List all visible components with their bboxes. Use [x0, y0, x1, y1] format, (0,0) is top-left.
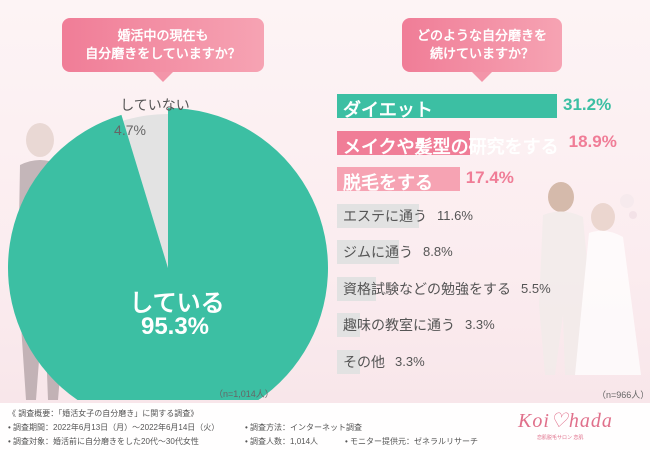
bar-value-label: 5.5%	[521, 280, 551, 296]
question-right-text: どのような自分磨きを 続けていますか？	[416, 29, 547, 62]
bar-category-label: ジムに通う	[343, 244, 413, 260]
bar-category-label: メイクや髪型の研究をする	[343, 136, 559, 157]
slice-label-no: していない	[120, 97, 190, 113]
brand-logo: Koi♡hada	[518, 410, 613, 432]
bar-category-label: 趣味の教室に通う	[343, 317, 455, 333]
bar-category-label: 脱毛をする	[343, 173, 433, 193]
survey-method: • 調査方法：インターネット調査	[245, 423, 363, 432]
sample-size-right: （n=966人）	[597, 390, 650, 400]
sample-size-left: （n=1,014人）	[214, 389, 274, 399]
slice-value-yes: 95.3%	[140, 313, 210, 340]
bar-value-label: 3.3%	[395, 353, 425, 369]
couple-illustration-right	[539, 182, 641, 375]
bar-category-label: 資格試験などの勉強をする	[343, 280, 511, 297]
bar	[337, 167, 460, 191]
bar-category-label: その他	[343, 353, 385, 370]
bar-value-label: 11.6%	[437, 207, 473, 223]
bar	[337, 313, 361, 337]
bar-value-label: 31.2%	[563, 95, 612, 114]
bar-category-label: ダイエット	[343, 100, 433, 120]
bar-category-label: エステに通う	[343, 207, 427, 224]
brand-logo-subtext: 恋肌脱毛サロン 恋肌	[537, 435, 584, 441]
survey-period: • 調査期間：2022年6月13日（月）～2022年6月14日（火）	[8, 423, 220, 432]
bar	[337, 94, 557, 118]
bar	[337, 130, 471, 155]
bar-value-label: 18.9%	[568, 131, 617, 151]
bar	[337, 203, 419, 228]
question-bubble-right: どのような自分磨きを 続けていますか？	[402, 18, 562, 82]
survey-target: • 調査対象：婚活前に自分磨きをした20代～30代女性	[8, 437, 199, 446]
bar-value-label: 17.4%	[465, 168, 514, 187]
slice-label-yes: している	[129, 290, 225, 317]
pie-slice-yes	[8, 108, 328, 400]
question-left-text: 婚活中の現在も 自分磨きをしていますか？	[85, 29, 241, 62]
survey-count: • 調査人数：1,014人	[245, 437, 319, 446]
question-bubble-left: 婚活中の現在も 自分磨きをしていますか？	[62, 18, 264, 82]
pie-slice-no	[123, 114, 168, 268]
bar-value-label: 3.3%	[465, 317, 495, 332]
survey-title: 《 調査概要：「婚活女子の自分磨き」に関する調査》	[8, 409, 199, 418]
bar-value-label: 8.8%	[423, 244, 453, 259]
bar	[337, 276, 376, 301]
survey-provider: • モニター提供元：ゼネラルリサーチ	[345, 437, 479, 446]
bar	[337, 240, 400, 264]
pie-chart: していない 4.7% している 95.3%	[0, 0, 330, 400]
slice-value-no: 4.7%	[114, 122, 146, 138]
bar	[337, 349, 361, 374]
survey-footer	[0, 403, 650, 450]
pie-svg	[8, 108, 328, 400]
